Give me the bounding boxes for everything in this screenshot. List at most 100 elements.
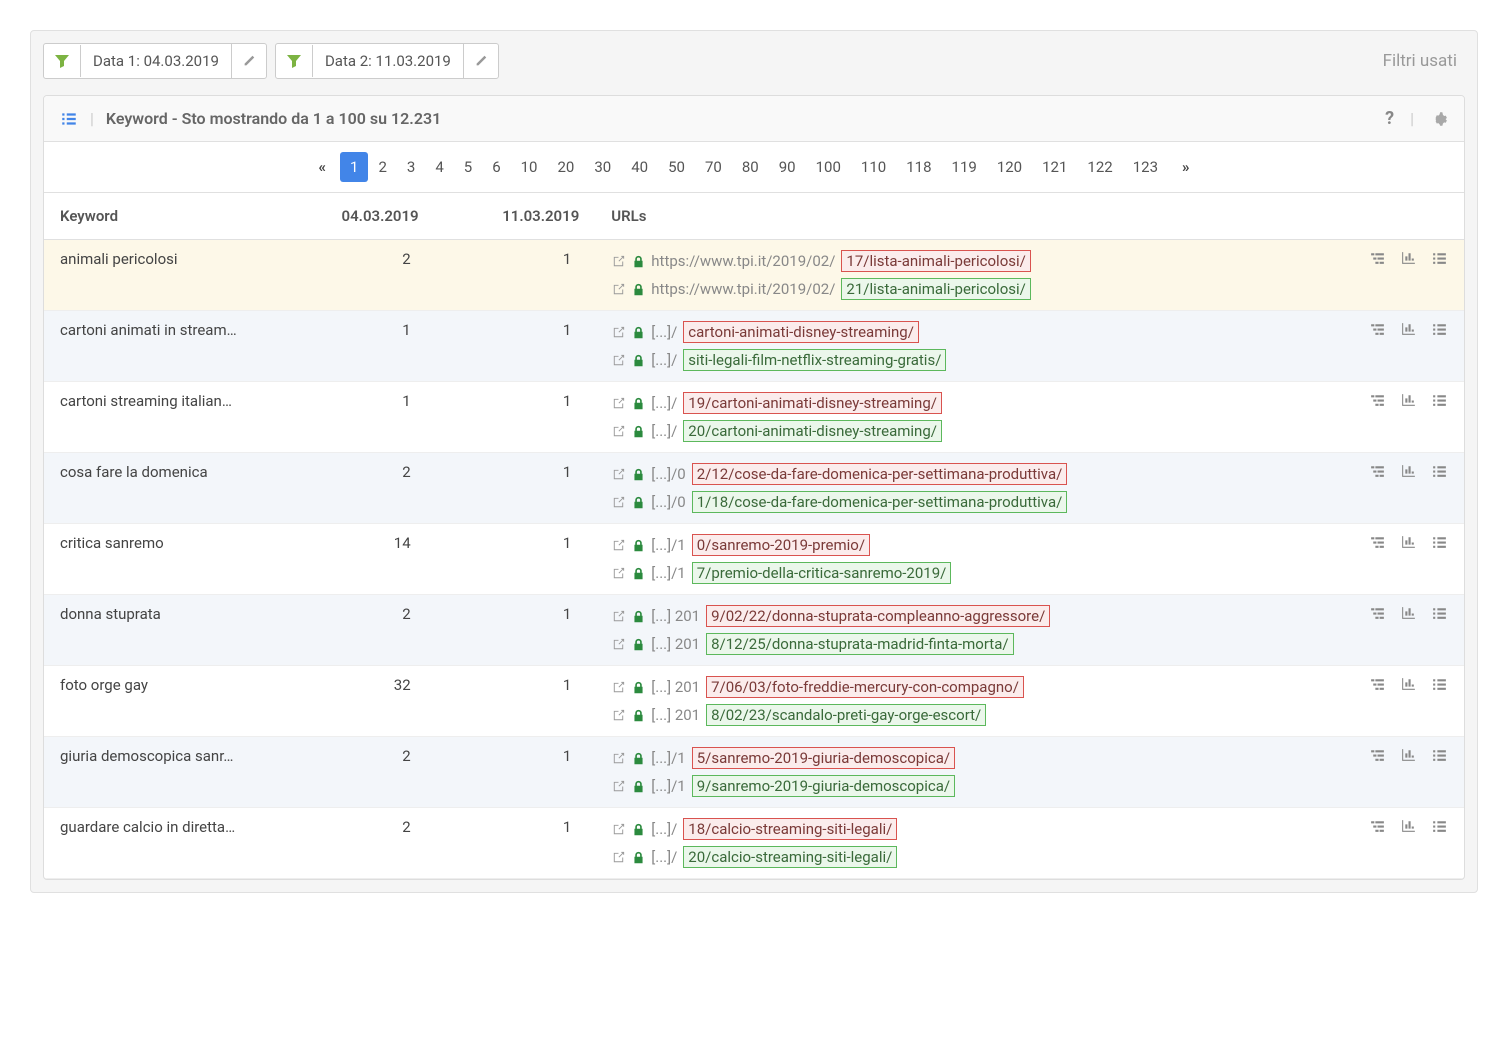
chart-icon[interactable] <box>1400 534 1417 551</box>
chart-icon[interactable] <box>1400 321 1417 338</box>
help-icon[interactable]: ? <box>1385 108 1394 129</box>
indent-icon[interactable] <box>1369 250 1386 267</box>
url-highlighted[interactable]: 5/sanremo-2019-giuria-demoscopica/ <box>692 747 955 769</box>
indent-icon[interactable] <box>1369 321 1386 338</box>
col-d2[interactable]: 11.03.2019 <box>435 193 596 240</box>
page-3[interactable]: 3 <box>397 152 425 182</box>
url-highlighted[interactable]: cartoni-animati-disney-streaming/ <box>683 321 919 343</box>
chart-icon[interactable] <box>1400 605 1417 622</box>
list-icon[interactable] <box>1431 747 1448 764</box>
external-link-icon[interactable] <box>611 566 626 581</box>
indent-icon[interactable] <box>1369 818 1386 835</box>
chart-icon[interactable] <box>1400 747 1417 764</box>
chart-icon[interactable] <box>1400 392 1417 409</box>
external-link-icon[interactable] <box>611 282 626 297</box>
indent-icon[interactable] <box>1369 605 1386 622</box>
url-highlighted[interactable]: 9/02/22/donna-stuprata-compleanno-aggres… <box>706 605 1050 627</box>
url-highlighted[interactable]: 8/02/23/scandalo-preti-gay-orge-escort/ <box>706 704 986 726</box>
list-icon[interactable] <box>1431 818 1448 835</box>
list-view-icon[interactable] <box>60 110 78 128</box>
keyword-cell[interactable]: foto orge gay <box>44 666 274 737</box>
keyword-cell[interactable]: animali pericolosi <box>44 240 274 311</box>
url-highlighted[interactable]: 20/calcio-streaming-siti-legali/ <box>683 846 897 868</box>
url-highlighted[interactable]: 20/cartoni-animati-disney-streaming/ <box>683 420 942 442</box>
keyword-cell[interactable]: giuria demoscopica sanr… <box>44 737 274 808</box>
page-20[interactable]: 20 <box>548 152 585 182</box>
gear-icon[interactable] <box>1430 110 1448 128</box>
external-link-icon[interactable] <box>611 495 626 510</box>
external-link-icon[interactable] <box>611 708 626 723</box>
col-keyword[interactable]: Keyword <box>44 193 274 240</box>
page-50[interactable]: 50 <box>658 152 695 182</box>
url-highlighted[interactable]: 18/calcio-streaming-siti-legali/ <box>683 818 897 840</box>
chart-icon[interactable] <box>1400 676 1417 693</box>
page-30[interactable]: 30 <box>584 152 621 182</box>
url-highlighted[interactable]: siti-legali-film-netflix-streaming-grati… <box>683 349 946 371</box>
url-highlighted[interactable]: 0/sanremo-2019-premio/ <box>692 534 870 556</box>
external-link-icon[interactable] <box>611 538 626 553</box>
indent-icon[interactable] <box>1369 747 1386 764</box>
page-118[interactable]: 118 <box>896 152 941 182</box>
indent-icon[interactable] <box>1369 676 1386 693</box>
url-highlighted[interactable]: 7/06/03/foto-freddie-mercury-con-compagn… <box>706 676 1024 698</box>
used-filters-label[interactable]: Filtri usati <box>1383 51 1465 71</box>
external-link-icon[interactable] <box>611 637 626 652</box>
page-121[interactable]: 121 <box>1032 152 1077 182</box>
page-120[interactable]: 120 <box>987 152 1032 182</box>
url-highlighted[interactable]: 2/12/cose-da-fare-domenica-per-settimana… <box>692 463 1068 485</box>
filter-icon-1[interactable] <box>44 45 81 77</box>
page-10[interactable]: 10 <box>511 152 548 182</box>
url-highlighted[interactable]: 9/sanremo-2019-giuria-demoscopica/ <box>692 775 955 797</box>
list-icon[interactable] <box>1431 463 1448 480</box>
filter-icon-2[interactable] <box>276 45 313 77</box>
indent-icon[interactable] <box>1369 534 1386 551</box>
url-highlighted[interactable]: 8/12/25/donna-stuprata-madrid-finta-mort… <box>706 633 1013 655</box>
external-link-icon[interactable] <box>611 467 626 482</box>
list-icon[interactable] <box>1431 250 1448 267</box>
url-highlighted[interactable]: 19/cartoni-animati-disney-streaming/ <box>683 392 942 414</box>
url-highlighted[interactable]: 21/lista-animali-pericolosi/ <box>841 278 1030 300</box>
list-icon[interactable] <box>1431 392 1448 409</box>
external-link-icon[interactable] <box>611 850 626 865</box>
keyword-cell[interactable]: critica sanremo <box>44 524 274 595</box>
list-icon[interactable] <box>1431 605 1448 622</box>
page-70[interactable]: 70 <box>695 152 732 182</box>
page-4[interactable]: 4 <box>425 152 453 182</box>
keyword-cell[interactable]: cartoni streaming italian… <box>44 382 274 453</box>
page-last-icon[interactable]: » <box>1174 152 1198 182</box>
chart-icon[interactable] <box>1400 818 1417 835</box>
list-icon[interactable] <box>1431 534 1448 551</box>
keyword-cell[interactable]: cartoni animati in stream… <box>44 311 274 382</box>
edit-data2-icon[interactable] <box>464 46 498 76</box>
external-link-icon[interactable] <box>611 396 626 411</box>
page-110[interactable]: 110 <box>851 152 896 182</box>
chart-icon[interactable] <box>1400 250 1417 267</box>
external-link-icon[interactable] <box>611 609 626 624</box>
list-icon[interactable] <box>1431 676 1448 693</box>
page-119[interactable]: 119 <box>942 152 987 182</box>
list-icon[interactable] <box>1431 321 1448 338</box>
external-link-icon[interactable] <box>611 424 626 439</box>
keyword-cell[interactable]: guardare calcio in diretta… <box>44 808 274 879</box>
keyword-cell[interactable]: cosa fare la domenica <box>44 453 274 524</box>
page-6[interactable]: 6 <box>482 152 510 182</box>
chart-icon[interactable] <box>1400 463 1417 480</box>
url-highlighted[interactable]: 7/premio-della-critica-sanremo-2019/ <box>692 562 952 584</box>
external-link-icon[interactable] <box>611 751 626 766</box>
external-link-icon[interactable] <box>611 779 626 794</box>
page-5[interactable]: 5 <box>454 152 482 182</box>
indent-icon[interactable] <box>1369 392 1386 409</box>
external-link-icon[interactable] <box>611 325 626 340</box>
edit-data1-icon[interactable] <box>232 46 266 76</box>
url-highlighted[interactable]: 1/18/cose-da-fare-domenica-per-settimana… <box>692 491 1068 513</box>
indent-icon[interactable] <box>1369 463 1386 480</box>
page-100[interactable]: 100 <box>806 152 851 182</box>
page-122[interactable]: 122 <box>1077 152 1122 182</box>
external-link-icon[interactable] <box>611 353 626 368</box>
page-1[interactable]: 1 <box>340 152 368 182</box>
external-link-icon[interactable] <box>611 680 626 695</box>
external-link-icon[interactable] <box>611 822 626 837</box>
page-123[interactable]: 123 <box>1123 152 1168 182</box>
page-40[interactable]: 40 <box>621 152 658 182</box>
page-2[interactable]: 2 <box>368 152 396 182</box>
